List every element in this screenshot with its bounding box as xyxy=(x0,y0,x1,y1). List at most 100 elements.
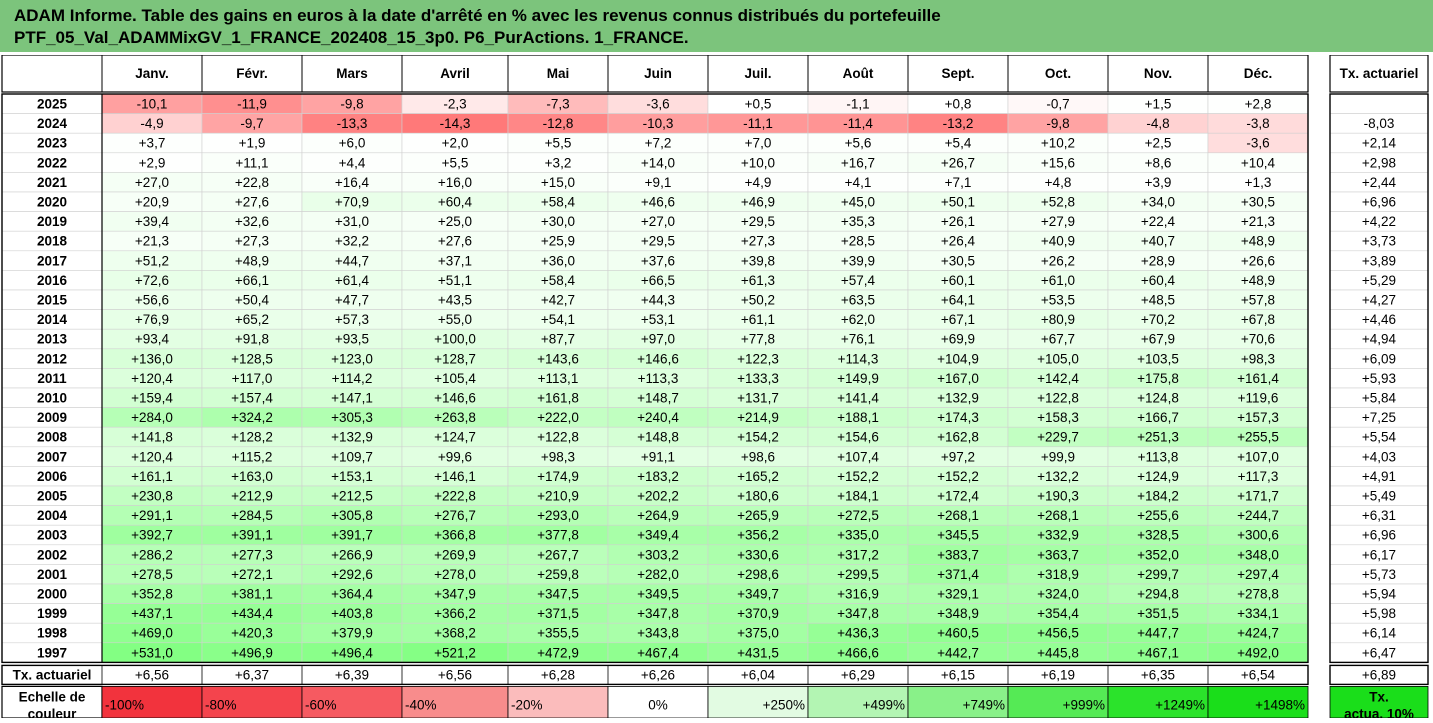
gain-cell-value: +305,8 xyxy=(331,508,373,523)
gain-cell-value: +61,3 xyxy=(741,273,775,288)
row-rate-value: -8,03 xyxy=(1364,116,1395,131)
gain-cell-value: +80,9 xyxy=(1041,312,1075,327)
gain-cell-value: +61,0 xyxy=(1041,273,1075,288)
month-header: Avril xyxy=(440,66,470,81)
gain-cell-value: +114,2 xyxy=(332,371,373,386)
summary-value: +6,29 xyxy=(841,667,875,682)
gain-cell-value: +32,2 xyxy=(335,234,369,249)
row-rate-value: +5,93 xyxy=(1362,371,1396,386)
gain-cell-value: +148,8 xyxy=(637,430,679,445)
gain-cell-value: +368,2 xyxy=(434,626,476,641)
data-block-border xyxy=(1,93,1309,664)
gain-cell-value: +266,9 xyxy=(331,547,373,562)
gain-cell-value: +77,8 xyxy=(741,332,775,347)
gain-cell-value: +28,5 xyxy=(841,234,875,249)
gain-cell-value: +174,9 xyxy=(537,469,579,484)
row-year-label: 2002 xyxy=(37,547,67,562)
gain-cell-value: +284,0 xyxy=(131,410,173,425)
gain-cell-value: +317,2 xyxy=(837,547,879,562)
gain-cell-value: +210,9 xyxy=(537,489,579,504)
month-header: Juin xyxy=(644,66,672,81)
gain-cell-value: +420,3 xyxy=(231,626,273,641)
scale-label-line2: couleur xyxy=(28,706,78,718)
gain-cell-value: +282,0 xyxy=(637,567,679,582)
gain-cell-value: +343,8 xyxy=(637,626,679,641)
gain-cell-value: +147,1 xyxy=(331,391,373,406)
gain-cell-value: +30,0 xyxy=(541,214,575,229)
gain-cell-value: -9,8 xyxy=(340,97,363,112)
gain-cell-value: +180,6 xyxy=(737,489,779,504)
gain-cell-value: +122,3 xyxy=(737,351,779,366)
row-rate-value: +4,22 xyxy=(1362,214,1396,229)
gain-cell-value: +521,2 xyxy=(434,645,476,660)
gain-cell-value: +141,8 xyxy=(131,430,173,445)
row-rate-value: +5,73 xyxy=(1362,567,1396,582)
gain-cell-value: +5,4 xyxy=(945,136,972,151)
gain-cell-value: +328,5 xyxy=(1137,528,1179,543)
summary-value: +6,56 xyxy=(135,667,169,682)
gain-cell-value: +143,6 xyxy=(537,351,579,366)
gain-cell-value: +167,0 xyxy=(937,371,979,386)
gain-cell-value: +293,0 xyxy=(537,508,579,523)
gain-cell-value: +22,8 xyxy=(235,175,269,190)
gain-cell-value: +98,6 xyxy=(741,449,775,464)
gain-cell-value: +70,6 xyxy=(1241,332,1275,347)
gain-cell-value: +332,9 xyxy=(1037,528,1079,543)
gain-cell-value: +434,4 xyxy=(231,606,273,621)
gain-cell-value: +431,5 xyxy=(737,645,779,660)
gain-cell-value: -3,6 xyxy=(1246,136,1269,151)
gain-cell-value: +318,9 xyxy=(1037,567,1079,582)
row-rate-value: +4,03 xyxy=(1362,449,1396,464)
gain-cell-value: +55,0 xyxy=(438,312,472,327)
gain-cell-value: +161,4 xyxy=(1237,371,1279,386)
gain-cell-value: +52,8 xyxy=(1041,195,1075,210)
gain-cell-value: +172,4 xyxy=(937,489,979,504)
gain-cell-value: +212,5 xyxy=(331,489,373,504)
row-rate-value: +6,17 xyxy=(1362,547,1396,562)
gain-cell-value: +100,0 xyxy=(434,332,476,347)
gain-cell-value: +44,7 xyxy=(335,253,369,268)
gain-cell-value: +154,2 xyxy=(737,430,779,445)
gain-cell-value: +366,8 xyxy=(434,528,476,543)
scale-step-label: +999% xyxy=(1063,697,1105,712)
gain-cell-value: +70,9 xyxy=(335,195,369,210)
gain-cell-value: +97,2 xyxy=(941,449,975,464)
gain-cell-value: +184,1 xyxy=(837,489,879,504)
scale-step-label: +1498% xyxy=(1255,697,1305,712)
gain-cell-value: +2,0 xyxy=(442,136,469,151)
gain-cell-value: +351,5 xyxy=(1137,606,1179,621)
gain-cell-value: +496,9 xyxy=(231,645,273,660)
gain-cell-value: +30,5 xyxy=(941,253,975,268)
gain-cell-value: +3,9 xyxy=(1145,175,1172,190)
gain-cell-value: +148,7 xyxy=(637,391,679,406)
gain-cell-value: +299,5 xyxy=(837,567,879,582)
gain-cell-value: +40,7 xyxy=(1141,234,1175,249)
gain-cell-value: +50,1 xyxy=(941,195,975,210)
row-rate-value: +6,31 xyxy=(1362,508,1396,523)
gain-cell-value: +2,8 xyxy=(1245,97,1272,112)
gain-cell-value: +229,7 xyxy=(1037,430,1079,445)
gain-cell-value: +132,9 xyxy=(937,391,979,406)
gain-cell-value: +117,3 xyxy=(1238,469,1279,484)
gain-cell-value: +119,6 xyxy=(1238,391,1279,406)
row-rate-value: +2,98 xyxy=(1362,155,1396,170)
gain-cell-value: +5,5 xyxy=(545,136,572,151)
gain-cell-value: -0,7 xyxy=(1046,97,1069,112)
gain-cell-value: -3,6 xyxy=(646,97,669,112)
month-header: Nov. xyxy=(1144,66,1172,81)
gain-cell-value: +56,6 xyxy=(135,293,169,308)
gain-cell-value: +166,7 xyxy=(1137,410,1179,425)
gain-cell-value: +26,4 xyxy=(941,234,976,249)
gain-cell-value: +67,9 xyxy=(1141,332,1175,347)
row-rate-value: +5,54 xyxy=(1362,430,1397,445)
gain-cell-value: +67,8 xyxy=(1241,312,1275,327)
gain-cell-value: +25,9 xyxy=(541,234,575,249)
gain-cell-value: +25,0 xyxy=(438,214,472,229)
scale-step-label: -60% xyxy=(305,697,337,712)
gain-cell-value: +352,8 xyxy=(131,587,173,602)
row-year-label: 2016 xyxy=(37,273,68,288)
gain-cell-value: +184,2 xyxy=(1137,489,1179,504)
gain-cell-value: +447,7 xyxy=(1137,626,1179,641)
scale-step-label: +250% xyxy=(763,697,805,712)
gain-cell-value: +354,4 xyxy=(1037,606,1079,621)
